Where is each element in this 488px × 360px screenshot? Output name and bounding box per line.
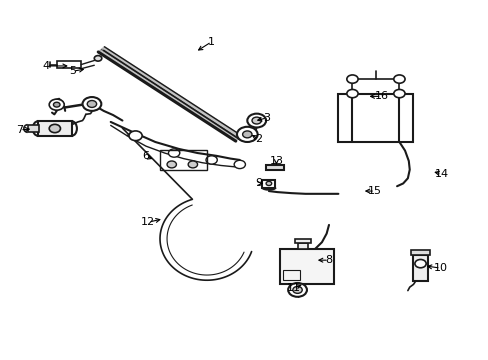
Bar <box>262 180 275 188</box>
Circle shape <box>237 127 257 142</box>
Text: 10: 10 <box>433 263 447 273</box>
Circle shape <box>414 260 426 268</box>
Text: 11: 11 <box>286 283 300 293</box>
Circle shape <box>346 89 357 98</box>
Bar <box>338 94 413 142</box>
Bar <box>57 61 81 68</box>
Circle shape <box>188 161 197 168</box>
Circle shape <box>247 114 265 127</box>
Bar <box>413 255 427 281</box>
Circle shape <box>49 99 64 110</box>
Text: 15: 15 <box>367 186 381 196</box>
Circle shape <box>393 89 404 98</box>
Text: 8: 8 <box>325 255 332 265</box>
Circle shape <box>287 283 306 297</box>
Circle shape <box>49 124 61 132</box>
Bar <box>279 249 333 284</box>
Text: 9: 9 <box>255 179 262 188</box>
Circle shape <box>94 55 102 61</box>
Text: 4: 4 <box>43 61 50 71</box>
Text: 1: 1 <box>208 37 215 47</box>
Bar <box>283 270 299 280</box>
Text: 14: 14 <box>434 169 448 179</box>
Circle shape <box>346 75 357 83</box>
Bar <box>27 125 39 132</box>
Circle shape <box>242 131 251 138</box>
Circle shape <box>393 75 404 83</box>
Circle shape <box>251 117 261 124</box>
Text: 3: 3 <box>263 113 270 123</box>
Text: 2: 2 <box>255 134 262 144</box>
Text: 7: 7 <box>17 125 23 135</box>
Circle shape <box>205 156 217 164</box>
Circle shape <box>82 97 101 111</box>
Bar <box>160 150 206 170</box>
Polygon shape <box>98 47 242 141</box>
Text: 13: 13 <box>269 156 283 166</box>
Circle shape <box>234 160 245 168</box>
Bar <box>38 121 72 136</box>
Circle shape <box>167 161 176 168</box>
Bar <box>265 166 284 170</box>
Text: 6: 6 <box>142 152 149 162</box>
Circle shape <box>53 102 60 107</box>
Circle shape <box>87 100 97 107</box>
Bar <box>297 243 307 249</box>
Text: 16: 16 <box>374 91 388 102</box>
Circle shape <box>129 131 142 141</box>
Text: 5: 5 <box>69 66 77 76</box>
Circle shape <box>292 287 302 293</box>
Text: 12: 12 <box>141 217 155 227</box>
Bar <box>294 239 310 243</box>
Circle shape <box>265 181 271 185</box>
Bar <box>410 250 429 255</box>
Circle shape <box>168 149 180 157</box>
